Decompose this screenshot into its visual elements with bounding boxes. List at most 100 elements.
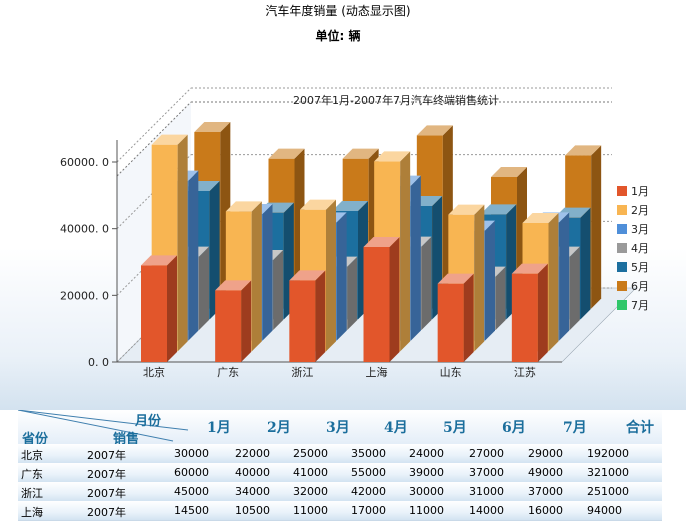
bar-side [559, 212, 570, 341]
table-row: 上海 2007年 14500 10500 11000 17000 11000 14000 160… [18, 501, 662, 521]
value-cell: 16000 [528, 504, 563, 517]
legend-label: 6月 [631, 280, 649, 293]
value-cell: 42000 [351, 485, 386, 498]
bar-side [347, 256, 358, 330]
bar [363, 237, 400, 362]
bar-side [400, 151, 411, 352]
value-cell: 40000 [235, 466, 270, 479]
value-cell: 29000 [528, 447, 563, 460]
bar-side [569, 246, 580, 330]
col-header-mar: 3月 [326, 420, 350, 436]
x-tick-label: 上海 [366, 365, 388, 379]
value-cell: 30000 [409, 485, 444, 498]
bar-side [495, 266, 506, 330]
bar [215, 280, 252, 362]
legend-label: 2月 [631, 204, 649, 217]
bar-top [565, 145, 602, 156]
value-cell: 32000 [293, 485, 328, 498]
value-cell: 25000 [293, 447, 328, 460]
bar-top [480, 204, 517, 215]
y-tick-label: 40000. 0 [60, 223, 109, 236]
value-cell: 10500 [235, 504, 270, 517]
bar-front [141, 265, 167, 362]
col-header-jun: 6月 [502, 420, 526, 436]
bar-top [363, 237, 400, 247]
value-cell: 41000 [293, 466, 328, 479]
bar-top [268, 148, 305, 159]
bar-side [485, 220, 495, 341]
value-cell: 321000 [587, 466, 629, 479]
corner-province-label: 省份 [22, 432, 49, 447]
y-tick-label: 20000. 0 [60, 289, 109, 302]
bar-side [241, 280, 252, 362]
legend-label: 1月 [631, 185, 649, 198]
value-cell: 31000 [469, 485, 504, 498]
col-header-total: 合计 [626, 420, 654, 436]
legend-label: 4月 [631, 242, 649, 255]
bar-side [336, 212, 347, 341]
bar-side [463, 273, 474, 362]
value-cell: 37000 [469, 466, 504, 479]
x-tick-label: 山东 [440, 366, 462, 379]
bar-top [522, 213, 559, 223]
bar-side [209, 181, 220, 320]
legend-swatch [617, 205, 627, 215]
bar [141, 255, 177, 362]
bar-side [262, 204, 273, 341]
bar [511, 263, 548, 362]
bar-top [511, 263, 548, 274]
year-cell: 2007年 [87, 468, 126, 481]
bar-side [273, 250, 284, 330]
value-cell: 30000 [174, 447, 209, 460]
bar-side [389, 237, 400, 362]
bar-side [548, 213, 559, 352]
value-cell: 22000 [235, 447, 270, 460]
value-cell: 34000 [235, 485, 270, 498]
bar-side [474, 204, 485, 352]
value-cell: 27000 [469, 447, 504, 460]
y-tick-label: 0. 0 [88, 356, 109, 369]
legend-swatch [617, 281, 627, 291]
province-cell: 上海 [21, 506, 43, 519]
value-cell: 35000 [351, 447, 386, 460]
bar-front [363, 247, 390, 362]
legend-swatch [617, 262, 627, 272]
bar-side [315, 270, 326, 362]
bar-side [167, 255, 177, 362]
year-cell: 2007年 [87, 506, 126, 519]
legend-swatch [617, 300, 627, 310]
legend-label: 7月 [631, 299, 649, 312]
bar-front [215, 290, 242, 362]
value-cell: 60000 [174, 466, 209, 479]
bar-side [537, 263, 548, 362]
value-cell: 37000 [528, 485, 563, 498]
bar-top [151, 134, 188, 145]
bar-top [300, 199, 336, 210]
bar-front [511, 273, 538, 362]
unit-label: 单位: 辆 [315, 29, 361, 43]
x-tick-label: 浙江 [291, 366, 313, 379]
corner-diagonal-lines [18, 410, 189, 442]
col-header-feb: 2月 [267, 420, 291, 436]
grid-diagonal [116, 87, 192, 163]
bar-side [591, 145, 602, 309]
bar-front [437, 283, 464, 362]
legend-swatch [617, 224, 627, 234]
bar-top [332, 201, 368, 211]
bar-side [177, 134, 188, 352]
value-cell: 49000 [528, 466, 563, 479]
value-cell: 24000 [409, 447, 444, 460]
y-tick-label: 60000. 0 [60, 156, 109, 169]
x-tick-label: 北京 [143, 365, 165, 379]
bar-top [141, 255, 177, 266]
chart-title: 2007年1月-2007年7月汽车终端销售统计 [293, 93, 499, 107]
bar-side [410, 175, 421, 341]
bar-chart: 0. 0 20000. 0 40000. 0 60000. 0 2007年1月-2007… [60, 87, 649, 379]
table-row: 北京 2007年 30000 22000 25000 35000 24000 27000 290… [18, 444, 662, 464]
col-header-apr: 4月 [384, 420, 408, 436]
col-header-may: 5月 [443, 420, 467, 436]
value-cell: 11000 [409, 504, 444, 517]
legend-label: 5月 [631, 261, 649, 274]
bar-side [199, 246, 209, 330]
table-row: 浙江 2007年 45000 34000 32000 42000 30000 31000 370… [18, 482, 662, 502]
